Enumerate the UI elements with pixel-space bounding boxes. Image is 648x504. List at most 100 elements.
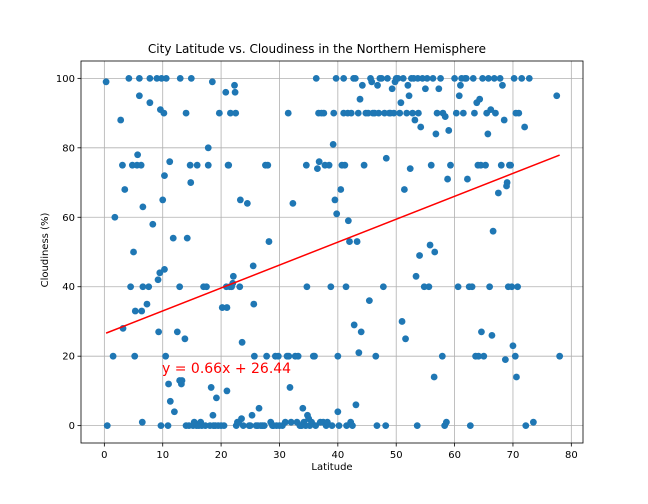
- data-point: [193, 161, 201, 169]
- data-point: [468, 283, 476, 291]
- data-point: [220, 422, 228, 430]
- x-axis-label: Latitude: [311, 462, 352, 473]
- data-point: [423, 74, 431, 82]
- data-point: [135, 92, 143, 100]
- data-point: [135, 74, 143, 82]
- data-point: [143, 300, 151, 308]
- data-point: [429, 74, 437, 82]
- data-point: [443, 418, 450, 426]
- data-point: [103, 422, 111, 430]
- data-point: [248, 411, 256, 419]
- y-tick-label: 20: [62, 352, 75, 363]
- x-tick-label: 40: [331, 450, 344, 461]
- data-point: [263, 352, 271, 360]
- data-point: [332, 74, 340, 82]
- data-point: [329, 140, 337, 148]
- x-tick-label: 30: [273, 450, 286, 461]
- data-point: [382, 422, 390, 430]
- data-point: [510, 74, 518, 82]
- data-point: [303, 283, 311, 291]
- data-point: [249, 262, 257, 270]
- data-point: [161, 172, 168, 180]
- data-point: [178, 377, 186, 384]
- data-point: [187, 179, 195, 186]
- data-point: [162, 352, 170, 360]
- data-point: [265, 238, 273, 245]
- data-point: [154, 276, 162, 284]
- data-point: [353, 238, 361, 245]
- data-point: [255, 404, 263, 412]
- data-point: [102, 78, 110, 86]
- data-point: [246, 422, 254, 430]
- data-point: [314, 165, 321, 173]
- data-point: [378, 74, 386, 82]
- data-point: [394, 74, 402, 82]
- data-point: [553, 92, 561, 100]
- data-point: [522, 422, 530, 430]
- x-tick-label: 70: [507, 450, 520, 461]
- data-point: [239, 422, 247, 430]
- data-point: [375, 109, 383, 117]
- data-point: [529, 418, 537, 426]
- data-point: [469, 74, 477, 82]
- data-point: [213, 394, 220, 402]
- data-point: [223, 304, 231, 311]
- data-point: [125, 74, 133, 82]
- data-point: [281, 418, 289, 426]
- x-tick-label: 0: [101, 450, 107, 461]
- data-point: [145, 283, 153, 291]
- data-point: [127, 283, 135, 291]
- data-point: [164, 422, 172, 430]
- data-point: [466, 422, 474, 430]
- data-point: [289, 199, 297, 207]
- data-point: [337, 186, 345, 193]
- data-point: [489, 227, 497, 235]
- data-point: [420, 283, 428, 291]
- data-point: [111, 213, 119, 221]
- data-point: [464, 175, 471, 183]
- data-point: [364, 109, 372, 117]
- data-point: [521, 123, 529, 131]
- data-point: [479, 74, 486, 82]
- data-point: [384, 74, 391, 82]
- data-point: [351, 74, 359, 82]
- data-point: [511, 352, 519, 360]
- data-point: [311, 352, 318, 360]
- data-point: [514, 283, 522, 291]
- data-point: [208, 78, 216, 86]
- data-point: [487, 106, 495, 114]
- data-point: [330, 109, 338, 117]
- data-point: [390, 109, 398, 117]
- data-point: [138, 307, 146, 315]
- data-point: [455, 92, 463, 100]
- data-point: [238, 338, 246, 346]
- data-point: [159, 196, 167, 204]
- data-point: [360, 161, 368, 169]
- data-point: [299, 404, 307, 412]
- data-point: [499, 81, 506, 89]
- regression-line-group: [105, 154, 560, 334]
- data-point: [260, 422, 268, 430]
- data-point: [121, 186, 129, 193]
- data-point: [476, 95, 484, 103]
- data-point: [447, 161, 454, 169]
- data-point: [475, 352, 482, 360]
- data-point: [425, 283, 433, 291]
- data-point: [286, 384, 294, 391]
- data-point: [117, 116, 125, 124]
- data-point: [365, 297, 373, 305]
- data-point: [405, 92, 413, 100]
- data-point: [454, 283, 462, 291]
- data-point: [444, 175, 451, 183]
- y-tick-label: 80: [62, 143, 75, 154]
- data-point: [155, 328, 163, 336]
- data-point: [146, 74, 154, 82]
- data-point: [372, 352, 380, 360]
- data-point: [137, 161, 145, 169]
- data-point: [404, 81, 412, 89]
- data-point: [176, 74, 184, 82]
- data-point: [287, 418, 295, 426]
- data-point: [333, 210, 341, 218]
- data-point: [354, 109, 362, 117]
